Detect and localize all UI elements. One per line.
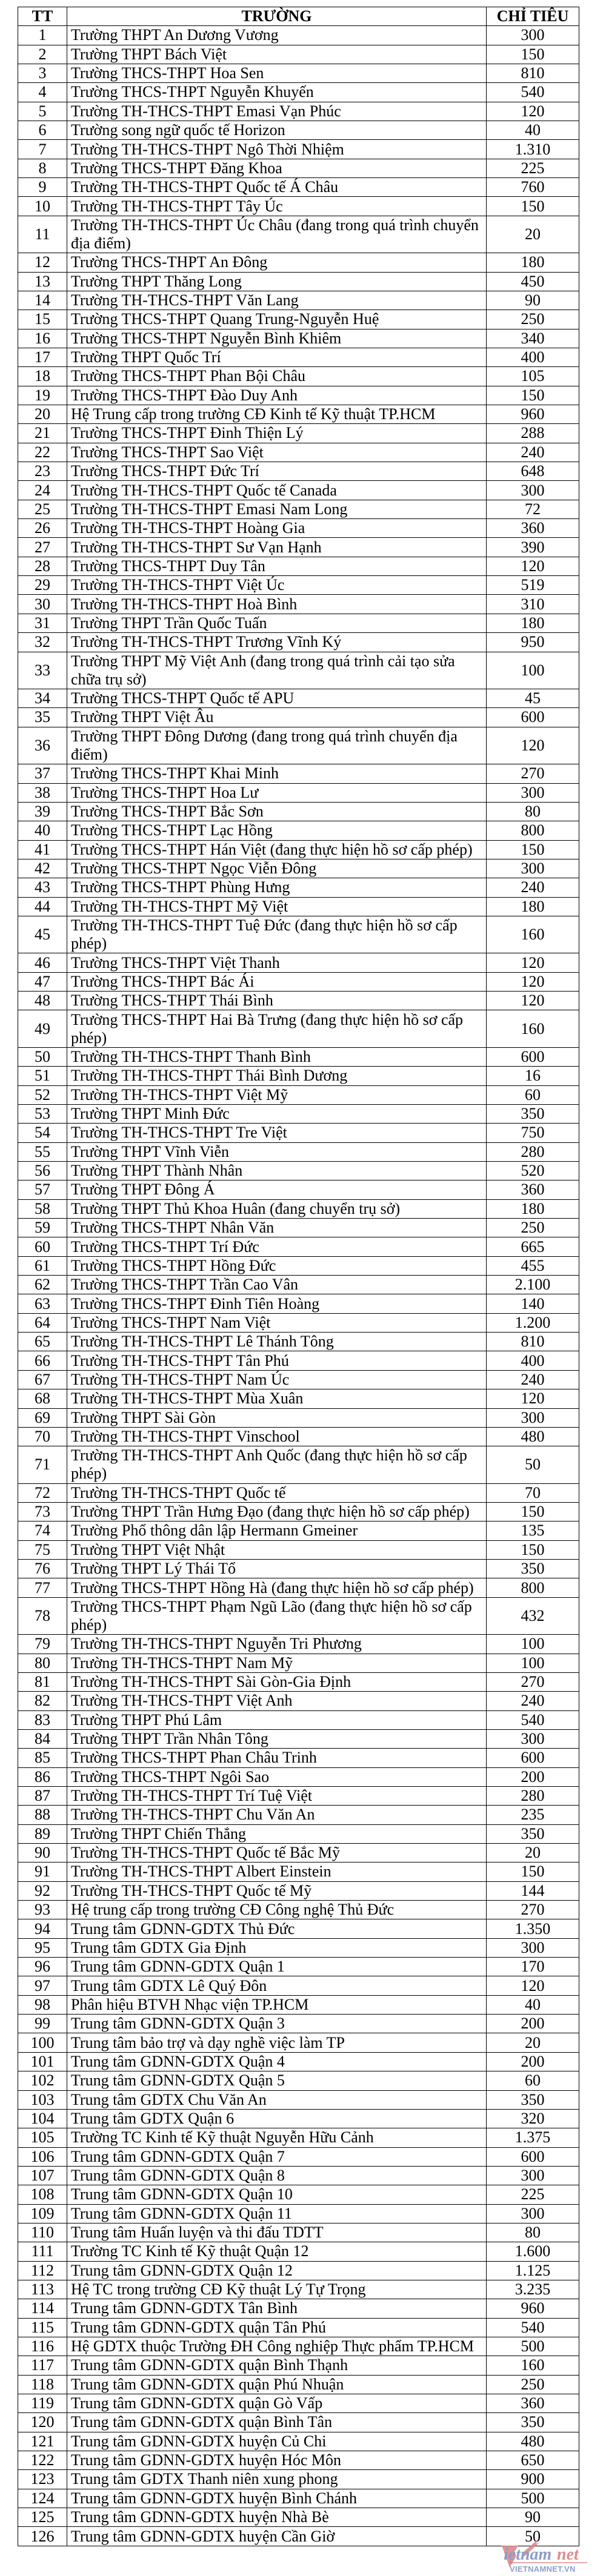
svg-text:ietnam: ietnam xyxy=(504,2545,551,2564)
svg-text:net: net xyxy=(557,2545,579,2564)
svg-text:VIETNAMNET.VN: VIETNAMNET.VN xyxy=(510,2564,576,2574)
